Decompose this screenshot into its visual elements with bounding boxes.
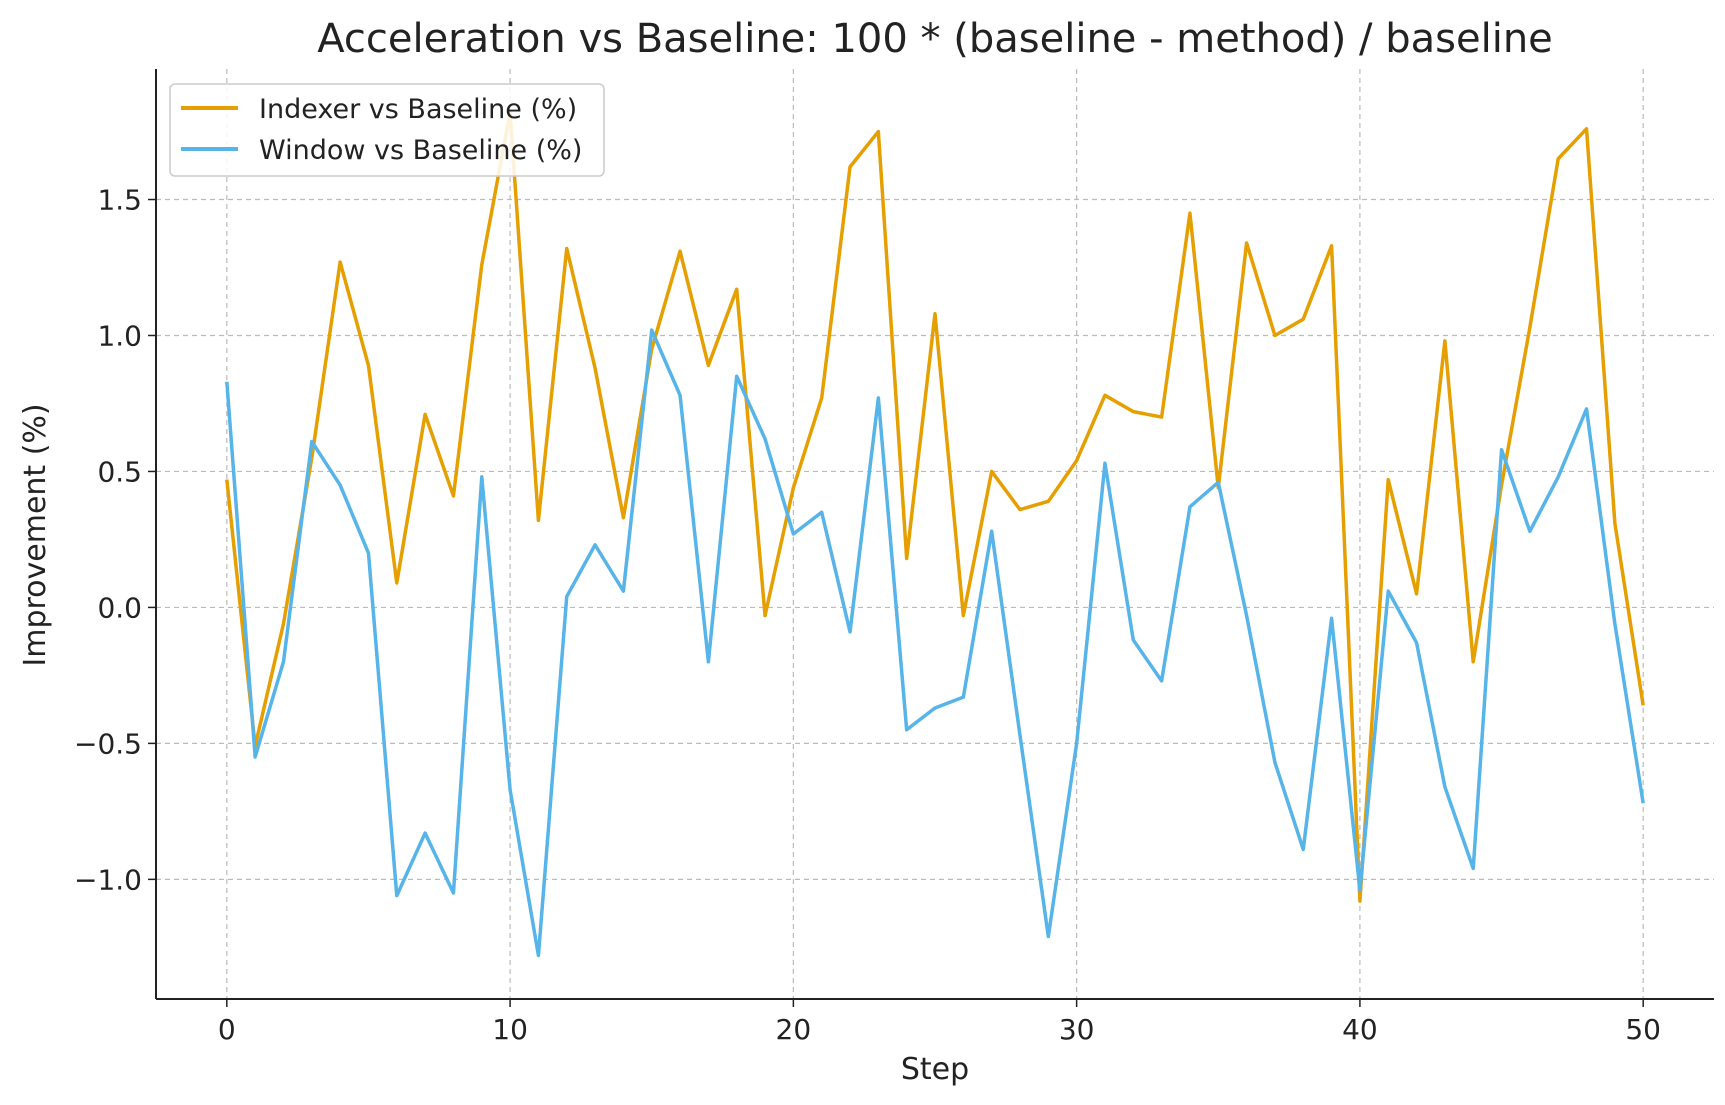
- x-tick-label: 50: [1625, 1013, 1661, 1046]
- ticks: 0 10 20 30 40 50 −1.0 −0.5 0.0 0.5 1.0 1.5: [74, 184, 1661, 1046]
- y-tick-label: 0.0: [97, 591, 142, 624]
- y-tick-label: 1.5: [97, 184, 142, 217]
- y-tick-label: −0.5: [74, 727, 142, 760]
- x-tick-label: 40: [1342, 1013, 1378, 1046]
- legend-label-indexer: Indexer vs Baseline (%): [259, 94, 577, 125]
- y-axis-label: Improvement (%): [18, 403, 53, 666]
- legend: Indexer vs Baseline (%) Window vs Baseli…: [169, 83, 605, 177]
- y-tick-label: −1.0: [74, 863, 142, 896]
- x-axis-label: Step: [901, 1052, 969, 1087]
- legend-box: [169, 83, 605, 177]
- window-series-line: [225, 328, 1645, 958]
- y-tick-label: 1.0: [97, 319, 142, 352]
- x-tick-label: 30: [1059, 1013, 1095, 1046]
- x-tick-label: 0: [218, 1013, 236, 1046]
- series-lines: [225, 110, 1645, 958]
- x-tick-label: 10: [492, 1013, 528, 1046]
- grid: [156, 69, 1714, 999]
- x-tick-label: 20: [776, 1013, 812, 1046]
- y-tick-label: 0.5: [97, 455, 142, 488]
- chart-title: Acceleration vs Baseline: 100 * (baselin…: [317, 16, 1553, 62]
- indexer-series-line: [225, 110, 1645, 903]
- legend-label-window: Window vs Baseline (%): [259, 135, 582, 166]
